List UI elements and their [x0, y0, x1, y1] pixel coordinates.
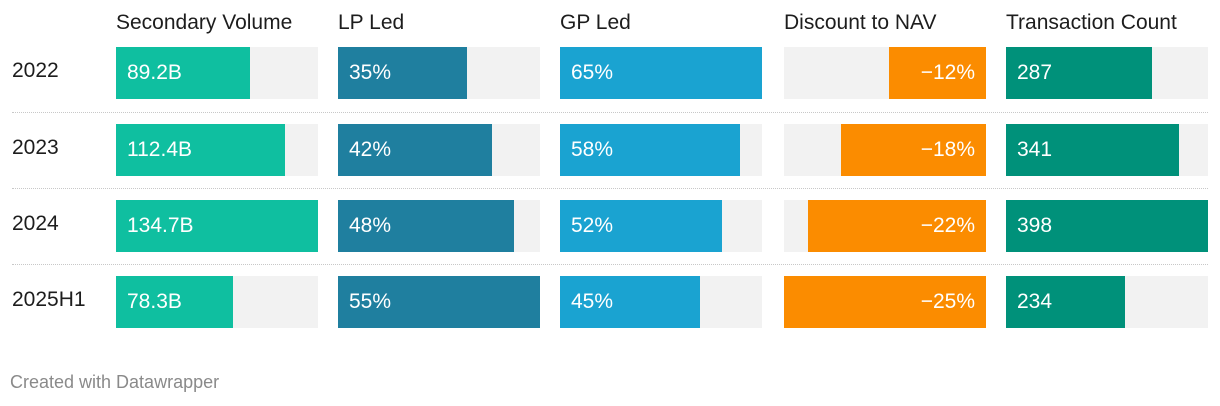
value-label: 89.2B	[127, 61, 182, 84]
bar-cell: 42%	[338, 124, 540, 176]
value-label: 78.3B	[127, 290, 182, 313]
row-label: 2025H1	[12, 288, 86, 311]
bar-cell: 341	[1006, 124, 1208, 176]
bar-discount-to-nav	[784, 276, 986, 328]
row-separator	[12, 188, 1208, 189]
bar-cell: 35%	[338, 47, 540, 99]
bar-cell: −22%	[784, 200, 986, 252]
bar-lp-led	[338, 47, 467, 99]
row-label: 2023	[12, 136, 59, 159]
row-separator	[12, 264, 1208, 265]
value-label: 341	[1017, 138, 1053, 161]
bar-cell: 45%	[560, 276, 762, 328]
value-label: 35%	[349, 61, 392, 84]
bar-lp-led	[338, 276, 540, 328]
value-label: 134.7B	[127, 214, 194, 237]
bar-cell: −25%	[784, 276, 986, 328]
bar-cell: 287	[1006, 47, 1208, 99]
value-label: −22%	[920, 214, 975, 237]
value-label: 287	[1017, 61, 1053, 84]
bar-transaction-count	[1006, 47, 1152, 99]
value-label: 48%	[349, 214, 392, 237]
bar-lp-led	[338, 124, 492, 176]
bar-cell: 65%	[560, 47, 762, 99]
bar-secondary-volume	[116, 124, 285, 176]
row-label: 2022	[12, 59, 59, 82]
bar-gp-led	[560, 124, 740, 176]
bar-lp-led	[338, 200, 514, 252]
value-label: 398	[1017, 214, 1053, 237]
bar-transaction-count	[1006, 276, 1125, 328]
column-header-transaction-count: Transaction Count	[1006, 11, 1177, 34]
value-label: −18%	[920, 138, 975, 161]
value-label: 112.4B	[127, 138, 192, 161]
value-label: −12%	[920, 61, 975, 84]
column-header-gp-led: GP Led	[560, 11, 631, 34]
bar-secondary-volume	[116, 276, 233, 328]
value-label: −25%	[920, 290, 975, 313]
bar-cell: 58%	[560, 124, 762, 176]
bar-transaction-count	[1006, 200, 1208, 252]
datawrapper-credit: Created with Datawrapper	[10, 372, 220, 392]
bar-cell: 134.7B	[116, 200, 318, 252]
value-label: 55%	[349, 290, 392, 313]
bar-gp-led	[560, 276, 700, 328]
bar-cell: 112.4B	[116, 124, 318, 176]
bar-cell: 78.3B	[116, 276, 318, 328]
column-header-discount-to-nav: Discount to NAV	[784, 11, 937, 34]
bar-cell: 398	[1006, 200, 1208, 252]
bar-secondary-volume	[116, 200, 318, 252]
bar-cell: −12%	[784, 47, 986, 99]
row-label: 2024	[12, 212, 59, 235]
bar-discount-to-nav	[808, 200, 986, 252]
bar-gp-led	[560, 47, 762, 99]
value-label: 234	[1017, 290, 1053, 313]
bar-cell: 234	[1006, 276, 1208, 328]
value-label: 58%	[571, 138, 614, 161]
row-separator	[12, 112, 1208, 113]
value-label: 42%	[349, 138, 392, 161]
bar-secondary-volume	[116, 47, 250, 99]
bar-transaction-count	[1006, 124, 1179, 176]
value-label: 65%	[571, 61, 614, 84]
bar-cell: 52%	[560, 200, 762, 252]
bar-cell: 89.2B	[116, 47, 318, 99]
value-label: 52%	[571, 214, 614, 237]
column-header-secondary-volume: Secondary Volume	[116, 11, 293, 34]
bar-cell: −18%	[784, 124, 986, 176]
value-label: 45%	[571, 290, 614, 313]
bar-cell: 55%	[338, 276, 540, 328]
bar-discount-to-nav	[889, 47, 986, 99]
bar-gp-led	[560, 200, 722, 252]
bar-discount-to-nav	[841, 124, 986, 176]
bar-cell: 48%	[338, 200, 540, 252]
column-header-lp-led: LP Led	[338, 11, 405, 34]
